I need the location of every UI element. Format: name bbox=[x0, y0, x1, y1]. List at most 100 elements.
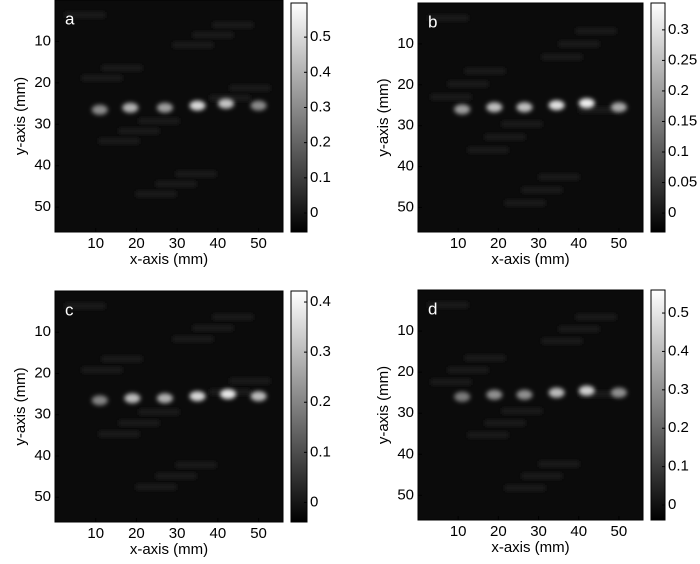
texture bbox=[465, 68, 505, 74]
bright-spot bbox=[454, 391, 471, 402]
texture bbox=[156, 473, 196, 479]
texture bbox=[230, 378, 270, 384]
x-axis-label: x-axis (mm) bbox=[130, 541, 208, 558]
texture bbox=[448, 367, 488, 373]
bright-spot bbox=[156, 393, 173, 404]
x-tick-label: 20 bbox=[128, 525, 145, 542]
texture bbox=[502, 408, 542, 414]
y-tick-label: 40 bbox=[34, 157, 51, 174]
x-tick-label: 50 bbox=[611, 235, 628, 252]
texture bbox=[502, 121, 542, 127]
colorbar bbox=[290, 290, 308, 523]
y-tick-label: 10 bbox=[397, 35, 414, 52]
texture bbox=[156, 181, 196, 187]
colorbar-tick-label: 0.05 bbox=[668, 174, 697, 191]
panel: b 10 20 30 40 50 10 20 30 40 50 x-axis (mm) y-axis (… bbox=[375, 2, 697, 268]
y-tick-label: 10 bbox=[34, 323, 51, 340]
bright-spot bbox=[548, 100, 565, 111]
colorbar-tick-label: 0.1 bbox=[668, 143, 689, 160]
bright-spot bbox=[610, 387, 627, 398]
x-tick-label: 10 bbox=[450, 523, 467, 540]
x-tick-label: 40 bbox=[210, 525, 227, 542]
colorbar-tick-label: 0.25 bbox=[668, 51, 697, 68]
x-tick-label: 30 bbox=[169, 525, 186, 542]
y-tick-label: 20 bbox=[34, 74, 51, 91]
y-tick-label: 30 bbox=[397, 117, 414, 134]
x-tick-label: 30 bbox=[169, 235, 186, 252]
heatmap-background bbox=[55, 291, 283, 522]
bright-spot bbox=[220, 389, 237, 400]
y-tick-label: 30 bbox=[397, 404, 414, 421]
texture bbox=[485, 134, 525, 140]
y-tick-label: 50 bbox=[397, 486, 414, 503]
colorbar-tick-label: 0.4 bbox=[310, 63, 331, 80]
heatmap-background bbox=[418, 3, 643, 232]
heatmap-background bbox=[55, 0, 283, 232]
x-tick-label: 30 bbox=[530, 523, 547, 540]
texture bbox=[173, 42, 213, 48]
texture bbox=[431, 379, 471, 385]
y-tick-label: 20 bbox=[34, 364, 51, 381]
x-tick-label: 50 bbox=[250, 235, 267, 252]
colorbar-tick-label: 0.5 bbox=[668, 304, 689, 321]
texture bbox=[230, 85, 270, 91]
texture bbox=[139, 118, 179, 124]
colorbar-tick-label: 0.3 bbox=[668, 381, 689, 398]
plot-frame bbox=[54, 0, 284, 233]
colorbar bbox=[650, 289, 666, 521]
texture bbox=[576, 28, 616, 34]
panel-label: a bbox=[65, 9, 75, 28]
x-tick-label: 40 bbox=[570, 523, 587, 540]
x-axis-label: x-axis (mm) bbox=[130, 251, 208, 268]
texture bbox=[559, 326, 599, 332]
bright-spot bbox=[486, 389, 503, 400]
panel: d 10 20 30 40 50 10 20 30 40 50 x-axis (mm) y-axis (… bbox=[375, 289, 689, 556]
x-tick-label: 20 bbox=[490, 523, 507, 540]
bright-spot bbox=[189, 100, 206, 111]
bright-spot bbox=[578, 385, 595, 396]
texture bbox=[428, 15, 468, 21]
bright-spot bbox=[156, 102, 173, 113]
bright-spot bbox=[91, 395, 108, 406]
texture bbox=[136, 191, 176, 197]
y-tick-label: 50 bbox=[34, 488, 51, 505]
panel: a 10 20 30 40 50 10 20 30 40 50 x-axis (mm) y-axis (… bbox=[12, 0, 331, 268]
x-tick-label: 50 bbox=[611, 523, 628, 540]
texture bbox=[193, 32, 233, 38]
plot-frame bbox=[54, 290, 284, 523]
bright-spot bbox=[250, 100, 267, 111]
texture bbox=[465, 355, 505, 361]
y-tick-label: 20 bbox=[397, 76, 414, 93]
texture bbox=[139, 409, 179, 415]
panel-label: b bbox=[428, 12, 437, 31]
colorbar-tick-label: 0.15 bbox=[668, 112, 697, 129]
bright-spot bbox=[516, 102, 533, 113]
texture bbox=[102, 65, 142, 71]
texture bbox=[448, 81, 488, 87]
texture bbox=[579, 107, 619, 113]
texture bbox=[99, 138, 139, 144]
colorbar bbox=[290, 2, 308, 233]
heatmap-background bbox=[418, 290, 643, 520]
y-tick-label: 10 bbox=[397, 322, 414, 339]
plot-frame bbox=[417, 289, 644, 521]
texture bbox=[176, 171, 216, 177]
colorbar-tick-label: 0.1 bbox=[310, 443, 331, 460]
texture bbox=[82, 367, 122, 373]
texture bbox=[579, 391, 619, 397]
texture bbox=[522, 473, 562, 479]
x-tick-label: 40 bbox=[570, 235, 587, 252]
texture bbox=[431, 94, 471, 100]
colorbar-tick-label: 0 bbox=[668, 204, 676, 221]
y-tick-label: 40 bbox=[34, 447, 51, 464]
panel-label: c bbox=[65, 300, 74, 319]
colorbar-tick-label: 0.2 bbox=[668, 419, 689, 436]
panel: c 10 20 30 40 50 10 20 30 40 50 x-axis (mm) y-axis (… bbox=[12, 290, 331, 558]
texture bbox=[65, 303, 105, 309]
colorbar bbox=[650, 2, 666, 233]
y-tick-label: 30 bbox=[34, 406, 51, 423]
y-axis-label: y-axis (mm) bbox=[375, 366, 392, 444]
colorbar-tick-label: 0.2 bbox=[668, 82, 689, 99]
bright-spot bbox=[218, 98, 234, 109]
